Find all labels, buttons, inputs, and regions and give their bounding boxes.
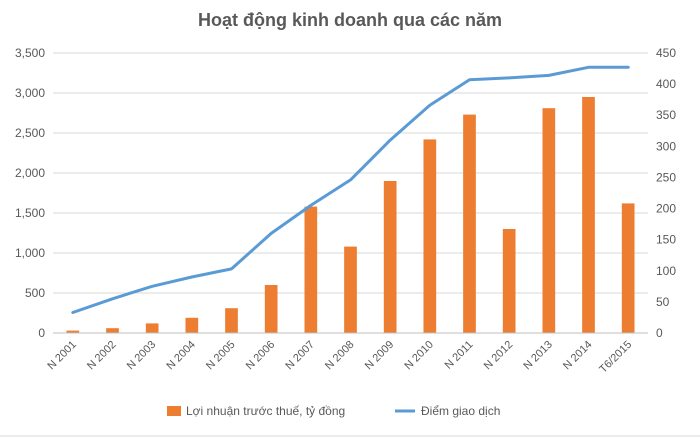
- x-axis-tick-label: N 2001: [45, 339, 79, 373]
- right-axis: 0 50 100 150 200 250 300 350 400 450: [656, 46, 676, 340]
- right-axis-tick-label: 300: [656, 139, 676, 153]
- left-axis-tick-label: 3,500: [15, 46, 45, 60]
- line-point: [190, 275, 194, 279]
- line-point: [468, 78, 471, 81]
- x-axis-tick-label: N 2007: [283, 339, 317, 373]
- left-axis-tick-label: 1,500: [15, 206, 45, 220]
- x-axis-tick-label: N 2014: [561, 339, 595, 373]
- line-point: [587, 66, 590, 69]
- legend-bar-swatch: [167, 406, 181, 416]
- line-point: [111, 297, 114, 300]
- line-point: [349, 178, 352, 182]
- x-axis-tick-label: N 2009: [363, 339, 397, 373]
- line-point: [507, 76, 511, 80]
- bar: [185, 317, 199, 333]
- right-axis-tick-label: 0: [656, 326, 663, 340]
- bar: [621, 203, 635, 333]
- bar: [145, 323, 159, 333]
- right-axis-tick-label: 200: [656, 202, 676, 216]
- bar: [502, 229, 516, 333]
- x-axis-tick-label: N 2012: [482, 339, 516, 373]
- bar: [66, 330, 80, 333]
- bar: [463, 114, 476, 333]
- left-axis-tick-label: 1,000: [15, 246, 45, 260]
- x-axis-tick-label: N 2011: [443, 339, 476, 372]
- line-point: [388, 138, 392, 142]
- right-axis-tick-label: 150: [656, 233, 676, 247]
- left-axis-tick-label: 2,000: [15, 166, 45, 180]
- right-axis-tick-label: 400: [656, 77, 676, 91]
- line-point: [626, 66, 630, 69]
- bar: [225, 308, 238, 333]
- x-axis-tick-label: N 2008: [323, 339, 357, 373]
- left-axis-tick-label: 500: [25, 286, 45, 300]
- x-axis-tick-label: N 2005: [204, 339, 238, 373]
- right-axis-tick-label: 250: [656, 170, 676, 184]
- bar: [582, 97, 595, 333]
- right-axis-tick-label: 100: [656, 264, 676, 278]
- line-point: [309, 204, 313, 207]
- right-axis-tick-label: 50: [656, 295, 670, 309]
- right-axis-tick-label: 350: [656, 108, 676, 122]
- left-axis-tick-label: 2,500: [15, 126, 45, 140]
- line-point: [230, 267, 233, 271]
- bar: [542, 108, 556, 333]
- x-axis-tick-label: N 2013: [521, 339, 555, 373]
- line-point: [269, 232, 273, 235]
- x-axis-tick-label: N 2002: [85, 339, 119, 373]
- legend: Lợi nhuận trước thuế, tỷ đồng Điểm giao …: [167, 404, 500, 418]
- left-axis-tick-label: 3,000: [15, 86, 45, 100]
- chart-title: Hoạt động kinh doanh qua các năm: [198, 10, 502, 30]
- bar: [264, 285, 278, 333]
- x-axis-tick-label: N 2003: [125, 339, 159, 373]
- line-point: [71, 311, 75, 314]
- line-point: [150, 285, 154, 288]
- bar-series: [66, 97, 635, 333]
- line-point: [547, 74, 551, 77]
- bar: [423, 139, 437, 333]
- legend-line-label: Điểm giao dịch: [421, 404, 500, 418]
- right-axis-tick-label: 450: [656, 46, 676, 60]
- left-axis: 0 500 1,000 1,500 2,000 2,500 3,000 3,500: [15, 46, 45, 340]
- x-axis-tick-label: N 2004: [164, 339, 198, 373]
- bar: [344, 246, 357, 333]
- x-axis-tick-label: T6/2015: [597, 339, 634, 376]
- left-axis-tick-label: 0: [38, 326, 45, 340]
- line-point: [428, 104, 432, 107]
- legend-bar-label: Lợi nhuận trước thuế, tỷ đồng: [186, 404, 345, 418]
- x-axis-tick-label: N 2006: [244, 339, 278, 373]
- line-series: [71, 65, 630, 314]
- x-axis: N 2001 N 2002 N 2003 N 2004 N 2005 N 2006 N 20…: [45, 332, 648, 376]
- bar: [106, 328, 119, 333]
- x-axis-tick-label: N 2010: [402, 339, 436, 373]
- bar: [383, 181, 397, 333]
- bar: [304, 206, 318, 333]
